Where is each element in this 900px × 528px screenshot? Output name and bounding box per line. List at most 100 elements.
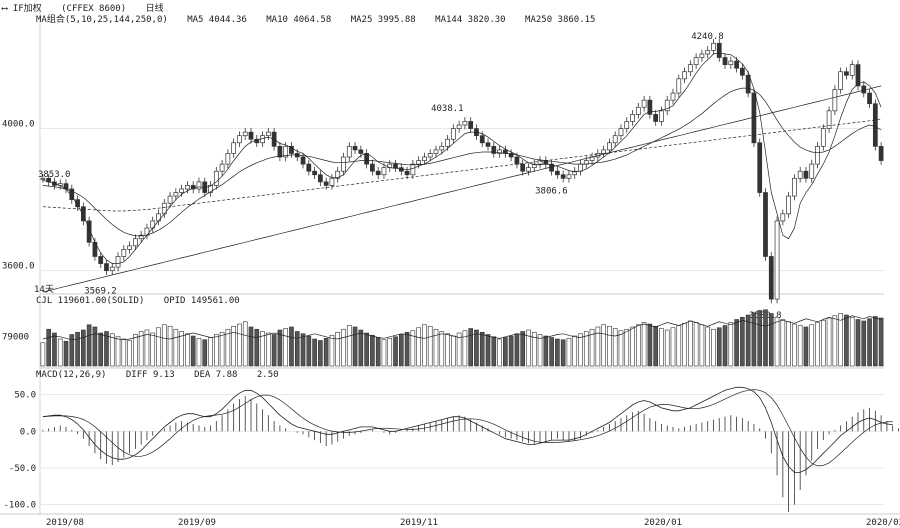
candle-body [231,142,237,154]
candle-body [607,142,612,151]
macd-label[interactable]: MACD(12,26,9) [36,370,107,380]
candle-body [485,142,491,147]
volume-bar [537,334,543,367]
volume-bar [555,338,560,367]
volume-bar [150,332,156,367]
instrument-header: ⟷ IF加权 (CFFEX 8600) 日线 [2,1,178,14]
volume-bar [283,328,289,367]
candle-body [664,99,670,112]
macd-y-tick-label: 0.0 [20,427,36,437]
ma-group-label[interactable]: MA组合(5,10,25,144,250,0) [36,15,168,25]
period-selector[interactable]: 日线 [145,4,164,14]
candle-body [699,53,705,58]
volume-bar [231,325,236,367]
ma-line-ma25 [42,87,882,237]
candle-body [213,170,219,186]
candle-body [375,170,381,176]
volume-bar [855,319,861,367]
volume-bar [873,316,878,367]
volume-bar [497,338,502,367]
candle-body [335,170,341,179]
candle-body [468,121,474,129]
volume-bar [566,337,572,367]
volume-bar [364,332,369,367]
candle-body [121,249,127,257]
volume-bar [774,316,780,367]
volume-bar [867,318,872,367]
volume-bar [479,331,485,367]
candle-body [150,220,156,229]
volume-bar [734,319,739,367]
ma144-value: MA144 3820.30 [435,15,506,25]
macd-y-tick-label: 50.0 [14,391,36,401]
candle-body [624,121,630,129]
volume-bar [144,329,150,367]
volume-bar [40,342,46,367]
volume-bar [202,339,208,367]
volume-bar [618,330,624,367]
candle-body [705,50,711,55]
volume-bar [624,328,630,367]
volume-bar [786,321,791,367]
volume-bar [190,335,196,367]
volume-bar [300,333,306,367]
volume-bar [664,329,670,367]
candle-body [560,174,566,179]
volume-bar [219,331,225,367]
volume-bar [740,316,745,367]
candle-body [306,163,312,172]
candle-body [40,177,46,180]
candle-body [647,99,653,115]
volume-bar [763,309,768,367]
volume-bar [589,328,595,367]
volume-bar [427,325,433,367]
candle-body [427,153,433,158]
candle-body [601,149,607,154]
volume-bar [289,326,294,367]
volume-bar [138,331,144,367]
volume-bar [346,325,352,367]
candle-body [341,156,346,172]
candle-body [734,60,739,69]
candle-body [572,170,578,176]
candle-body [381,167,387,176]
volume-bar [595,326,601,367]
volume-bar [780,319,786,367]
candle-body [127,245,132,250]
volume-bar [514,333,520,367]
volume-bar [809,324,815,367]
volume-bar [728,322,734,367]
candle-body [867,92,872,105]
volume-bar [352,326,358,367]
volume-bar [86,324,92,367]
volume-bar [381,339,387,367]
volume-bar [445,333,450,367]
volume-bar [583,331,589,367]
volume-bar [387,337,393,367]
volume-bar [208,337,213,367]
price-annotation: 3569.2 [84,287,117,297]
candle-body [179,188,185,193]
instrument-title[interactable]: ⟷ IF加权 [2,4,42,14]
volume-bar [179,331,184,367]
volume-bar [254,328,260,367]
candle-body [416,160,422,165]
candle-body [133,238,138,247]
candle-body [300,156,306,165]
volume-bar [635,324,641,367]
candle-body [450,128,456,140]
candle-body [237,135,242,144]
price-annotation: 4038.1 [431,104,464,114]
volume-bar [46,328,51,367]
volume-bar [832,315,838,367]
candle-body [630,114,635,122]
candle-body [248,131,254,140]
price-annotation: 3806.6 [535,186,568,196]
candle-body [317,174,323,183]
candle-body [370,163,375,172]
volume-bar [676,325,682,367]
candle-body [491,145,497,154]
candle-body [479,135,485,144]
volume-bar [820,319,826,367]
volume-bar [410,330,416,367]
